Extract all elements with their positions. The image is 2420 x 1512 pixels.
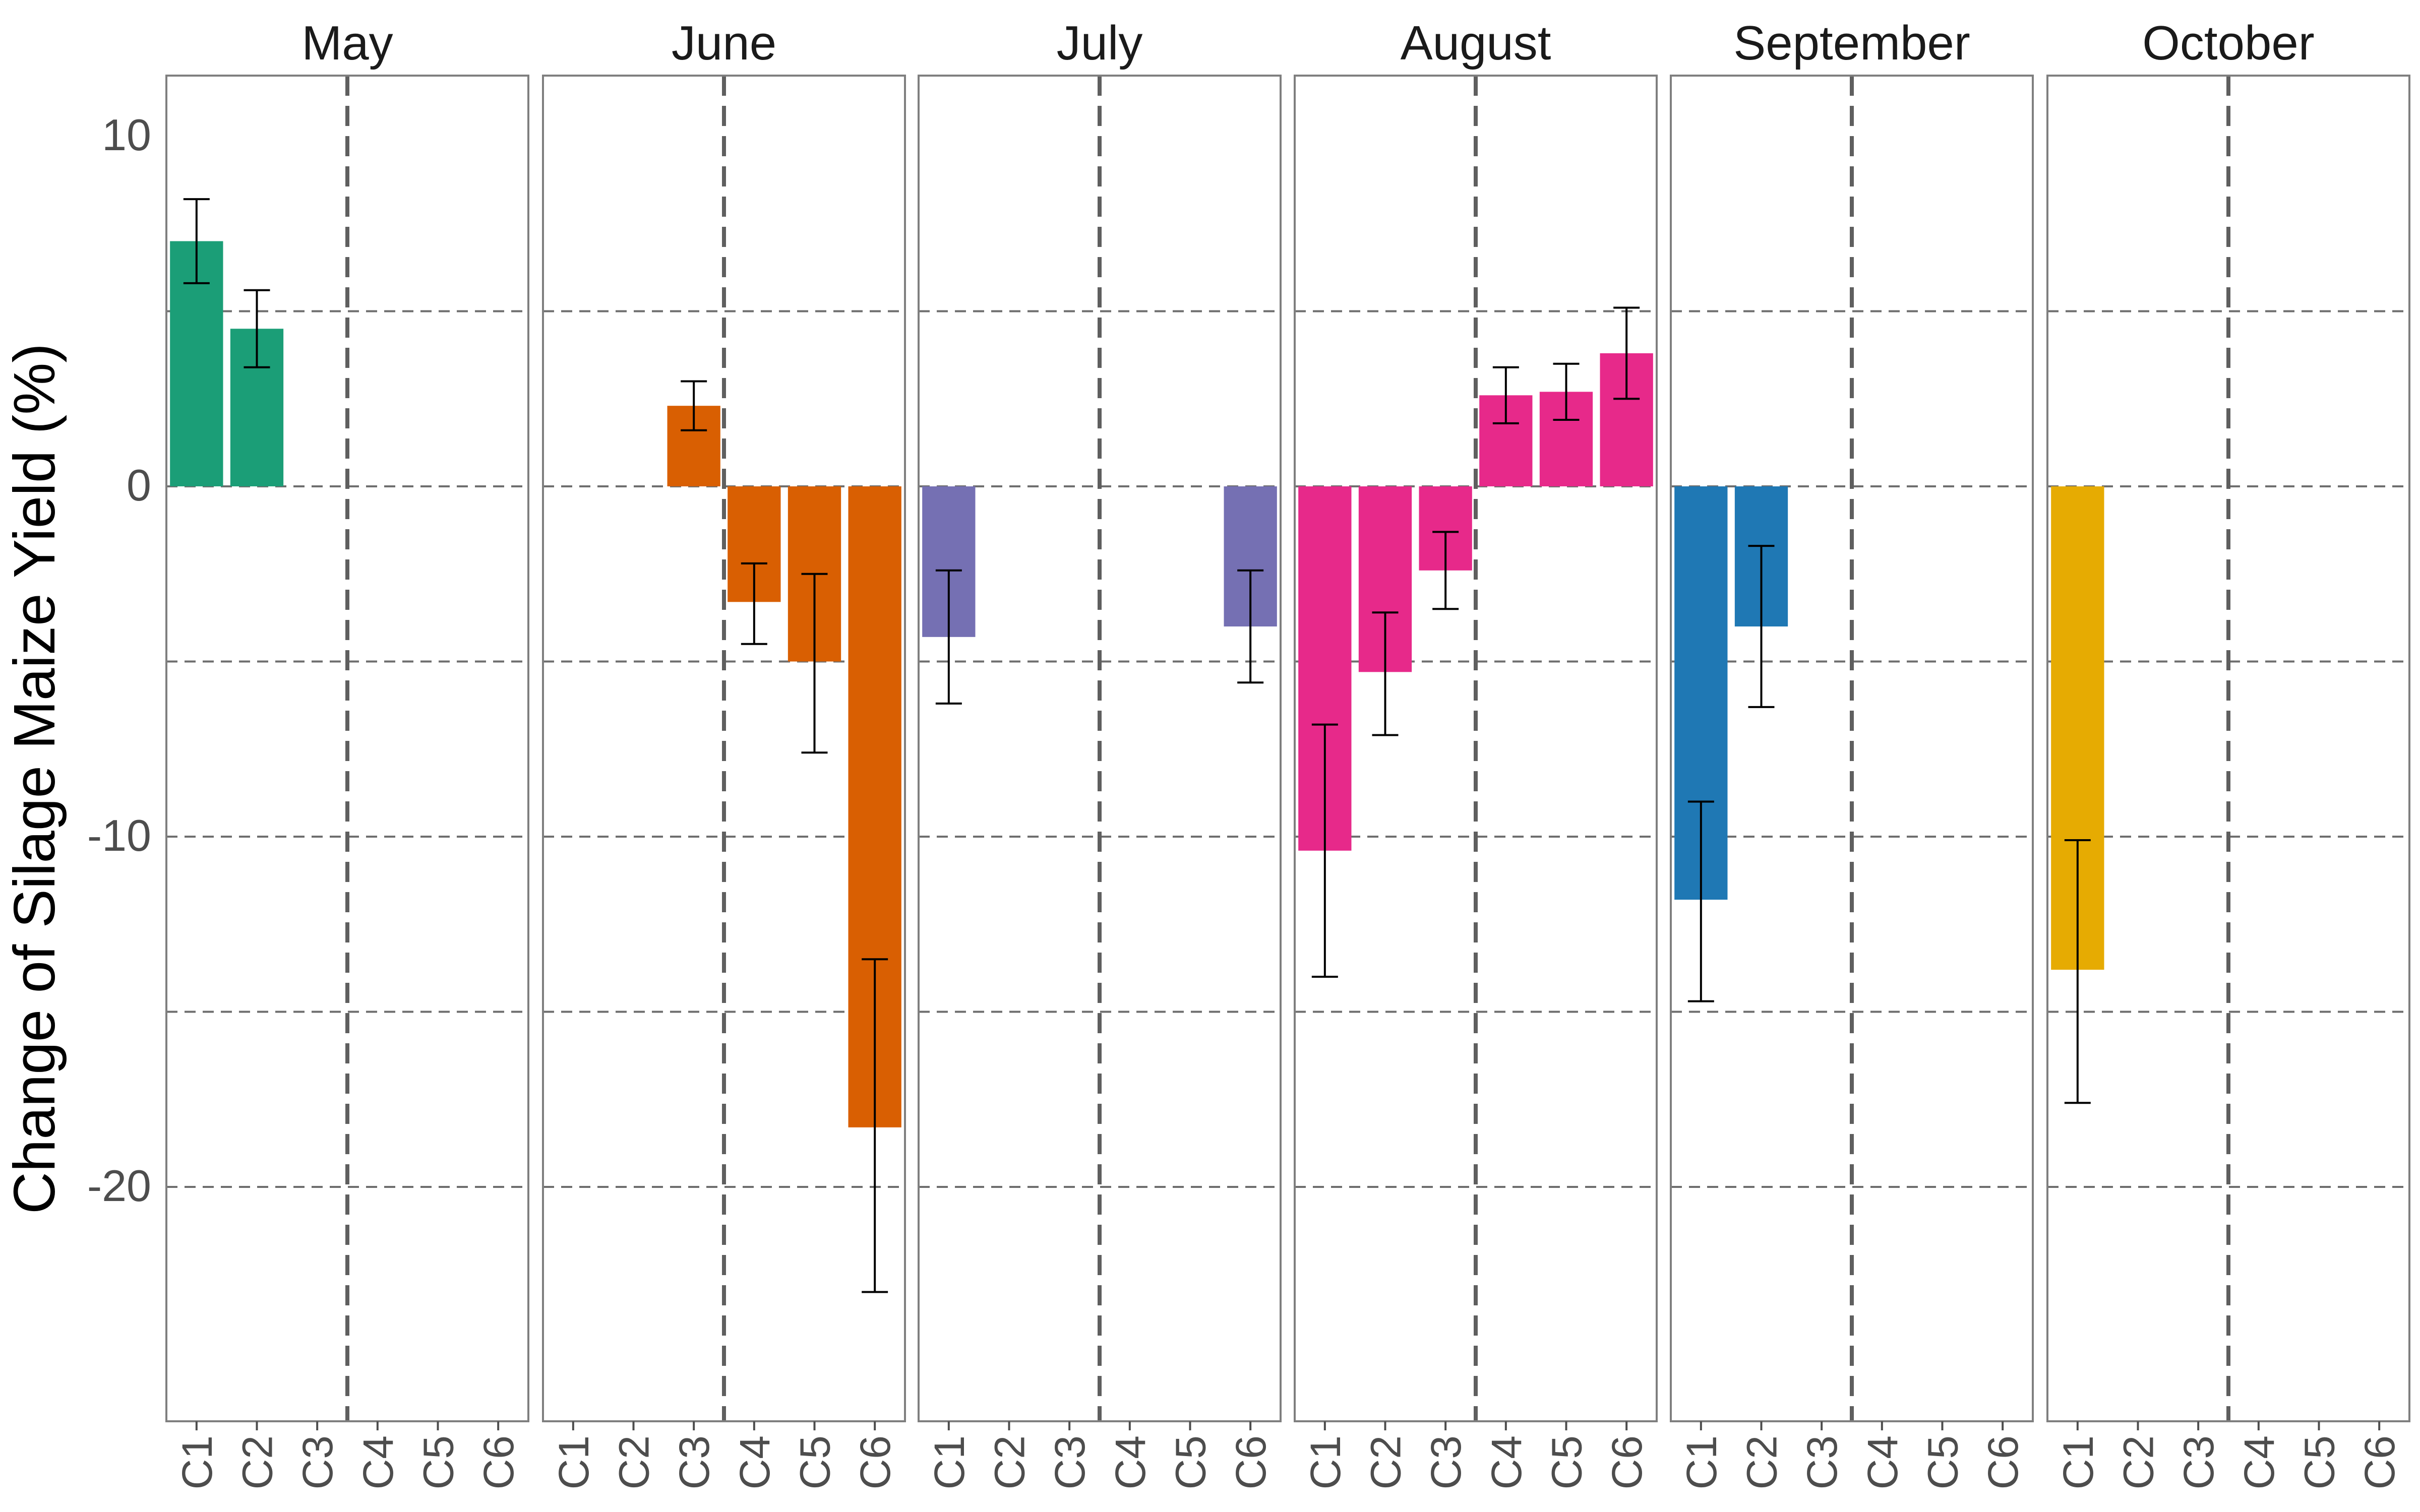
facet-panel-may: May C1 C2 C3 C4 C5 C6 [165,16,529,1489]
x-tick-label: C6 [2356,1435,2403,1489]
x-tick-label: C2 [2115,1435,2162,1489]
x-tick-label: C6 [1979,1435,2027,1489]
x-tick-label: C3 [1422,1435,1470,1489]
x-tick-label: C5 [1543,1435,1591,1489]
facet-panel-june: June C1 C2 C3 C4 C5 C6 [542,16,906,1489]
facet-title: August [1401,16,1551,70]
x-tick-label: C5 [792,1435,839,1489]
facet-panel-july: July C1 C2 C3 C4 C5 C6 [918,16,1282,1489]
facet-panel-september: September C1 C2 C3 C4 C5 C6 [1670,16,2034,1489]
x-tick-label: C3 [2175,1435,2222,1489]
x-tick-label: C1 [173,1435,221,1489]
x-tick-label: C4 [1483,1435,1530,1489]
x-tick-label: C6 [1227,1435,1275,1489]
x-tick-label: C1 [1678,1435,1725,1489]
facet-title: October [2142,16,2314,70]
x-tick-label: C3 [1046,1435,1094,1489]
x-tick-label: C4 [1107,1435,1154,1489]
panel-border [165,75,529,1422]
facet-title: May [301,16,393,70]
x-tick-label: C6 [852,1435,899,1489]
x-tick-label: C3 [671,1435,718,1489]
x-tick-label: C2 [986,1435,1034,1489]
y-tick-label: -20 [87,1161,151,1211]
x-tick-label: C5 [1167,1435,1215,1489]
panel-border [1670,75,2034,1422]
x-tick-label: C1 [550,1435,597,1489]
facet-title: September [1733,16,1970,70]
x-tick-label: C2 [611,1435,658,1489]
x-tick-label: C2 [1738,1435,1786,1489]
panel-border [1294,75,1658,1422]
panel-border [918,75,1282,1422]
x-tick-label: C3 [1798,1435,1846,1489]
x-tick-label: C6 [475,1435,522,1489]
facet-title: July [1057,16,1143,70]
x-tick-label: C2 [1362,1435,1410,1489]
facet-panel-october: October C1 C2 C3 C4 C5 C6 [2046,16,2410,1489]
x-tick-label: C2 [234,1435,281,1489]
x-tick-label: C1 [2054,1435,2102,1489]
x-tick-label: C4 [2235,1435,2283,1489]
panel-border [2046,75,2410,1422]
x-tick-label: C3 [294,1435,341,1489]
x-tick-label: C1 [1302,1435,1349,1489]
y-tick-label: 0 [127,460,151,510]
y-axis-title: Change of Silage Maize Yield (%) [2,343,67,1214]
x-tick-label: C1 [926,1435,973,1489]
y-tick-label: -10 [87,810,151,860]
facet-panel-august: August C1 C2 C3 C4 C5 C6 [1294,16,1658,1489]
x-tick-label: C4 [354,1435,402,1489]
x-tick-label: C5 [415,1435,462,1489]
x-tick-label: C5 [1919,1435,1967,1489]
x-tick-label: C4 [731,1435,778,1489]
x-tick-label: C5 [2296,1435,2343,1489]
x-tick-label: C6 [1603,1435,1651,1489]
x-tick-label: C4 [1859,1435,1906,1489]
panel-border [542,75,906,1422]
y-tick-label: 10 [102,110,151,160]
facet-title: June [672,16,776,70]
